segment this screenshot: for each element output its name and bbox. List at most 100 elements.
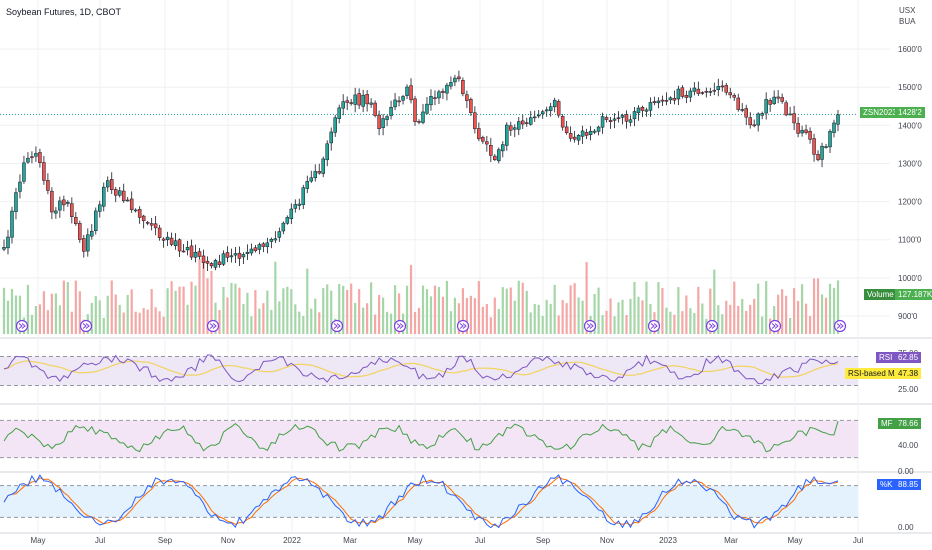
volume-bar <box>270 309 273 334</box>
candle <box>624 114 629 122</box>
volume-bar <box>449 311 453 334</box>
volume-bar <box>681 311 684 334</box>
candle <box>820 145 824 160</box>
volume-bar <box>350 283 353 334</box>
candle <box>532 116 537 119</box>
volume-bar <box>800 284 804 334</box>
volume-bar <box>529 312 532 334</box>
candle <box>465 94 469 101</box>
candle <box>425 103 429 114</box>
volume-bar <box>441 296 445 334</box>
volume-bar <box>577 297 580 334</box>
candle <box>185 246 190 251</box>
candle <box>564 126 569 134</box>
candle <box>636 107 641 114</box>
candle <box>54 210 58 214</box>
volume-bar <box>142 308 145 334</box>
volume-bar <box>625 315 628 334</box>
candle <box>365 94 369 105</box>
candle <box>441 90 445 93</box>
candle <box>26 157 30 163</box>
candle <box>608 120 613 123</box>
candle <box>784 102 788 116</box>
volume-bar <box>673 314 676 334</box>
candle <box>572 136 577 140</box>
candle <box>505 124 509 146</box>
candle <box>672 97 677 101</box>
rsi-tick-label: 25.00 <box>898 385 919 394</box>
candle <box>2 247 6 250</box>
volume-bar <box>230 282 233 334</box>
mf-tick-label: 0.00 <box>898 467 914 476</box>
volume-bar <box>66 282 69 334</box>
volume-bar <box>465 298 468 334</box>
candle <box>353 94 357 105</box>
volume-bar <box>126 294 129 334</box>
volume-bar <box>701 303 704 334</box>
candle <box>473 112 477 130</box>
volume-bar <box>413 311 417 334</box>
candle <box>584 132 589 136</box>
volume-bar <box>581 300 584 334</box>
volume-bar <box>354 302 357 334</box>
volume-bar <box>342 285 345 334</box>
candle <box>828 131 832 148</box>
volume-bar <box>278 301 281 334</box>
price-tick-label: 1300'0 <box>898 159 922 168</box>
volume-bar <box>326 284 329 334</box>
volume-bar <box>828 283 832 334</box>
volume-bar <box>202 256 205 334</box>
volume-bar <box>505 288 508 334</box>
candle <box>66 201 70 204</box>
currency-label: USX <box>899 6 916 15</box>
candle <box>453 77 457 83</box>
candle <box>18 181 22 192</box>
candle <box>485 141 489 145</box>
volume-bar <box>824 297 828 334</box>
event-marker-chevron-icon <box>333 323 341 329</box>
candle <box>90 230 94 237</box>
candle <box>517 121 521 130</box>
volume-bar <box>210 270 213 334</box>
candle <box>612 118 617 121</box>
volume-bar <box>206 278 209 334</box>
candle <box>768 100 772 105</box>
volume-bar <box>198 259 201 334</box>
candle <box>409 85 413 101</box>
volume-bar <box>106 295 109 334</box>
candle <box>46 180 50 191</box>
volume-bar <box>609 298 612 334</box>
rsi-ma-value-tag: 47.38 <box>895 368 922 379</box>
volume-bar <box>134 311 137 334</box>
candle <box>389 107 393 116</box>
volume-bar <box>753 298 756 334</box>
volume-bar <box>250 316 253 334</box>
stoch-d-line <box>3 476 839 527</box>
candle <box>42 162 46 181</box>
mf-legend-tag: MF <box>878 418 896 429</box>
candle <box>221 253 226 265</box>
candle <box>337 107 341 119</box>
candle <box>788 113 792 116</box>
volume-bar <box>385 311 389 334</box>
volume-bar <box>254 290 257 334</box>
volume-bar <box>645 281 648 334</box>
candle <box>225 252 230 258</box>
candle <box>325 143 329 161</box>
candle <box>804 129 808 133</box>
volume-bar <box>138 312 141 334</box>
candle <box>285 217 290 224</box>
candle <box>313 171 318 179</box>
candle <box>700 92 705 94</box>
candle <box>724 85 729 93</box>
volume-bar <box>405 285 409 334</box>
volume-bar <box>808 316 812 334</box>
candle <box>772 96 776 104</box>
event-marker-chevron-icon <box>396 323 404 329</box>
candle <box>62 199 66 206</box>
volume-bar <box>573 283 576 334</box>
volume-bar <box>785 295 788 334</box>
candle <box>161 238 166 241</box>
